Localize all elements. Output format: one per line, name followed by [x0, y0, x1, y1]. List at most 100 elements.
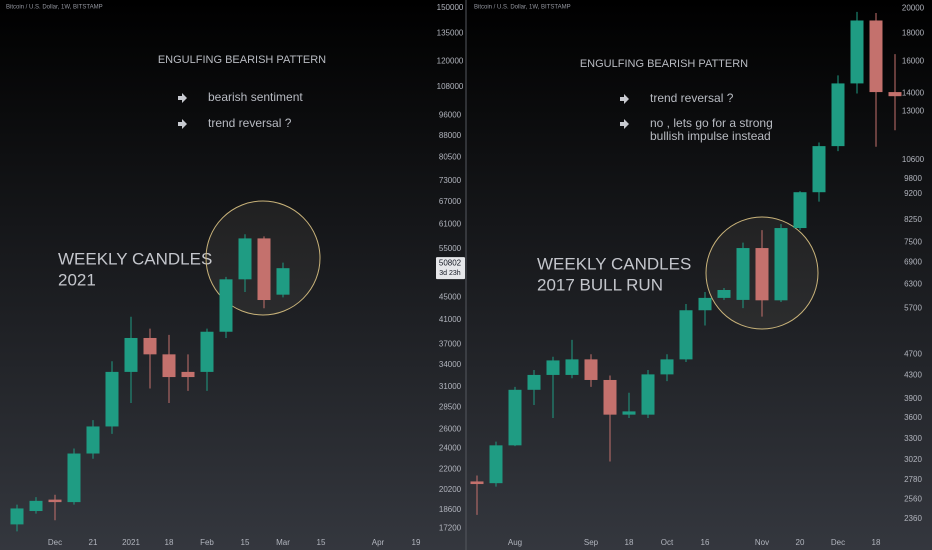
candle-body — [200, 331, 214, 372]
bullet-arrow — [620, 94, 629, 104]
candle-body — [565, 359, 579, 375]
y-tick-label: 3020 — [904, 455, 922, 464]
candle-body — [143, 337, 157, 355]
annotation-caption: WEEKLY CANDLES — [58, 249, 212, 268]
y-tick-label: 31000 — [439, 382, 462, 391]
x-tick-label: Oct — [661, 538, 674, 547]
candle-body — [736, 248, 750, 300]
candle-body — [698, 297, 712, 311]
candle-body — [181, 371, 195, 378]
candle-body — [162, 354, 176, 378]
y-tick-label: 18000 — [902, 29, 925, 38]
y-tick-label: 2360 — [904, 514, 922, 523]
candle-body — [470, 481, 484, 485]
last-price-box — [436, 257, 465, 280]
x-tick-label: 18 — [872, 538, 881, 547]
candle-body — [86, 426, 100, 454]
annotation-note: trend reversal ? — [650, 91, 734, 105]
x-tick-label: 2021 — [122, 538, 140, 547]
y-tick-label: 17200 — [439, 524, 462, 533]
y-tick-label: 26000 — [439, 424, 462, 433]
y-tick-label: 4300 — [904, 371, 922, 380]
x-tick-label: Aug — [508, 538, 522, 547]
candle-body — [527, 374, 541, 390]
y-tick-label: 3600 — [904, 413, 922, 422]
candle-body — [641, 374, 655, 415]
y-tick-label: 9800 — [904, 174, 922, 183]
candle-body — [508, 389, 522, 446]
y-tick-label: 16000 — [902, 57, 925, 66]
bullet-arrow — [178, 93, 187, 103]
y-tick-label: 8250 — [904, 215, 922, 224]
annotation-heading: ENGULFING BEARISH PATTERN — [580, 58, 748, 70]
candle-body — [660, 359, 674, 375]
candle-body — [276, 268, 290, 295]
y-tick-label: 120000 — [437, 57, 464, 66]
x-tick-label: Dec — [48, 538, 62, 547]
y-tick-label: 28500 — [439, 402, 462, 411]
y-tick-label: 2560 — [904, 495, 922, 504]
candle-body — [755, 248, 769, 301]
countdown: 3d 23h — [439, 270, 461, 277]
x-tick-label: 18 — [625, 538, 634, 547]
candle-body — [238, 238, 252, 280]
y-tick-label: 108000 — [437, 82, 464, 91]
candle-body — [219, 279, 233, 332]
candle-body — [124, 337, 138, 372]
y-tick-label: 14000 — [902, 89, 925, 98]
y-tick-label: 18600 — [439, 505, 462, 514]
x-tick-label: Apr — [372, 538, 385, 547]
y-tick-label: 6900 — [904, 258, 922, 267]
annotation-note: no , lets go for a strong — [650, 116, 773, 130]
x-tick-label: 20 — [796, 538, 805, 547]
chart-title: Bitcoin / U.S. Dollar, 1W, BITSTAMP — [474, 5, 571, 11]
y-tick-label: 20200 — [439, 485, 462, 494]
y-tick-label: 22000 — [439, 464, 462, 473]
candle-body — [888, 92, 902, 97]
y-tick-label: 67000 — [439, 197, 462, 206]
x-tick-label: Mar — [276, 538, 290, 547]
candle-body — [48, 499, 62, 503]
candle-body — [679, 310, 693, 360]
y-tick-label: 5700 — [904, 303, 922, 312]
y-tick-label: 55000 — [439, 244, 462, 253]
annotation-caption: 2017 BULL RUN — [537, 275, 663, 294]
candle-body — [603, 379, 617, 415]
x-tick-label: 21 — [89, 538, 98, 547]
candle-body — [793, 192, 807, 229]
candle-body — [257, 238, 271, 301]
y-tick-label: 135000 — [437, 28, 464, 37]
y-tick-label: 96000 — [439, 110, 462, 119]
candle-body — [869, 20, 883, 93]
candle-body — [67, 453, 81, 503]
chart-panel: Bitcoin / U.S. Dollar, 1W, BITSTAMP ENGUL… — [470, 3, 925, 547]
y-tick-label: 2780 — [904, 475, 922, 484]
x-tick-label: 15 — [241, 538, 250, 547]
x-tick-label: 19 — [412, 538, 421, 547]
annotation-note: trend reversal ? — [208, 116, 292, 130]
candle-body — [10, 508, 24, 525]
y-tick-label: 6300 — [904, 279, 922, 288]
y-tick-label: 73000 — [439, 176, 462, 185]
annotation-note: bearish sentiment — [208, 90, 303, 104]
y-tick-label: 13000 — [902, 106, 925, 115]
last-price: 50802 — [439, 258, 462, 267]
x-tick-label: 16 — [701, 538, 710, 547]
annotation-note: bullish impulse instead — [650, 129, 771, 143]
y-tick-label: 45000 — [439, 292, 462, 301]
x-tick-label: 18 — [165, 538, 174, 547]
candle-body — [774, 228, 788, 301]
candle-body — [489, 445, 503, 484]
candle-body — [850, 20, 864, 84]
candle-body — [105, 371, 119, 427]
x-tick-label: Sep — [584, 538, 599, 547]
x-tick-label: 15 — [317, 538, 326, 547]
y-tick-label: 10600 — [902, 155, 925, 164]
annotation-heading: ENGULFING BEARISH PATTERN — [158, 54, 326, 66]
candle-body — [622, 411, 636, 415]
y-tick-label: 61000 — [439, 219, 462, 228]
candle-body — [717, 289, 731, 298]
y-tick-label: 34000 — [439, 360, 462, 369]
x-tick-label: Dec — [831, 538, 845, 547]
